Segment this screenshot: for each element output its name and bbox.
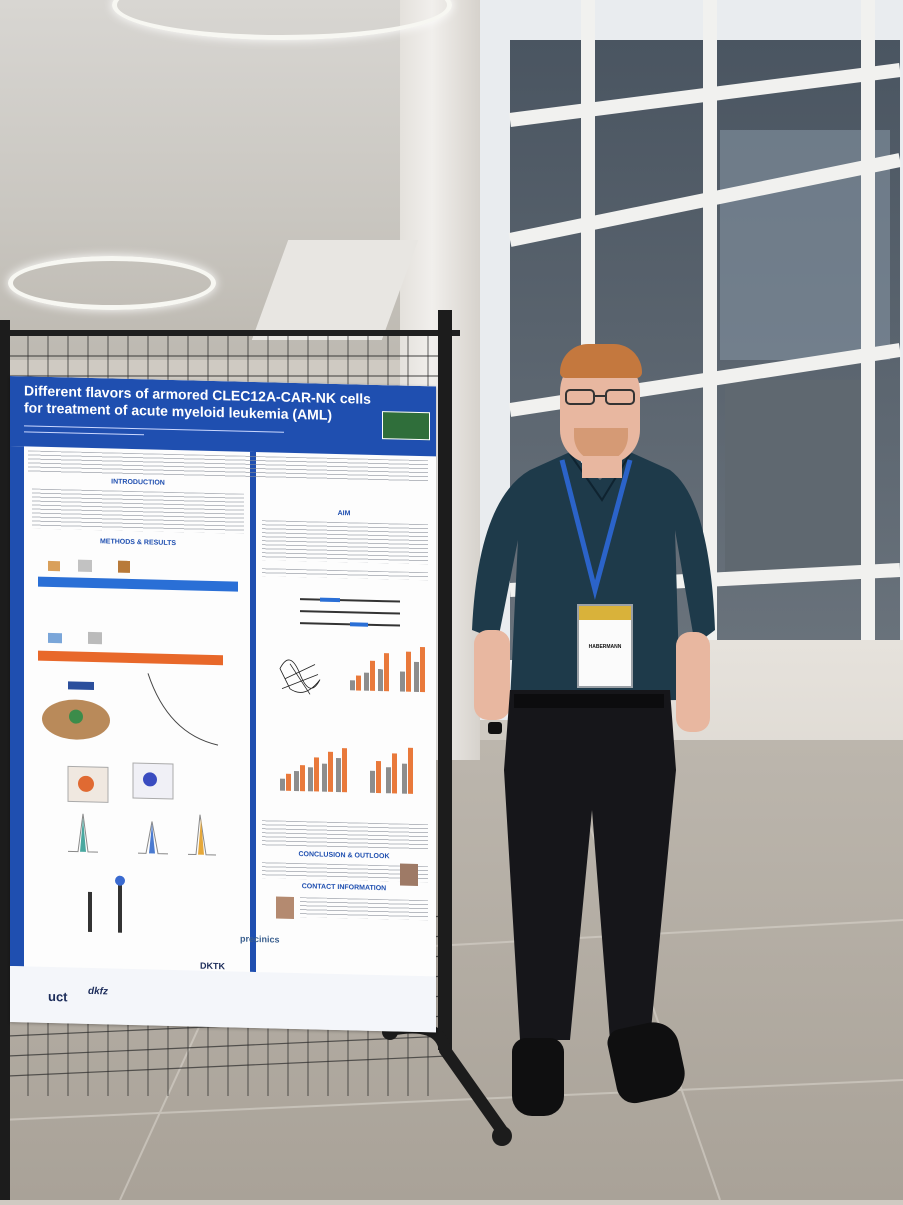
poster-side-band — [10, 446, 24, 967]
poster-footer — [10, 966, 436, 1033]
logo-uct: uct — [48, 988, 68, 1005]
stand-pole — [438, 310, 452, 1050]
logo-precinics: precinics — [240, 933, 280, 945]
section-title-methods: METHODS & RESULTS — [99, 538, 177, 548]
left-forearm — [474, 630, 510, 720]
name-badge: HABERMANN — [577, 604, 633, 688]
conference-logo — [382, 411, 430, 441]
contact-photo — [276, 896, 294, 919]
scientific-poster: Different flavors of armored CLEC12A-CAR… — [10, 376, 436, 1033]
poster-divider — [250, 451, 256, 973]
section-title-aim: AIM — [337, 510, 351, 518]
badge-name: HABERMANN — [588, 644, 622, 650]
contact-text — [300, 897, 428, 921]
right-forearm — [676, 632, 710, 732]
poster-title: Different flavors of armored CLEC12A-CAR… — [24, 382, 371, 423]
section-title-conclusion: CONCLUSION & OUTLOOK — [298, 851, 390, 861]
shirt — [472, 452, 715, 702]
results-figures — [279, 597, 425, 794]
hair — [560, 344, 642, 378]
stand-pole — [0, 320, 10, 1200]
section-title-introduction: INTRODUCTION — [111, 478, 165, 487]
aim-text — [262, 520, 428, 565]
glasses-icon — [565, 389, 635, 405]
trousers — [504, 690, 676, 1040]
logo-dkfz: dkfz — [88, 985, 108, 998]
poster-header: Different flavors of armored CLEC12A-CAR… — [10, 376, 436, 457]
logo-dktk: DKTK — [200, 960, 225, 972]
contact-photo — [400, 863, 418, 886]
watch-icon — [488, 722, 502, 734]
left-shoe — [512, 1038, 564, 1116]
neck — [582, 456, 622, 478]
badge-header — [579, 606, 631, 620]
ceiling-ring-light — [8, 256, 216, 310]
person — [470, 440, 718, 710]
introduction-text — [32, 488, 244, 534]
figure-legend-text — [262, 820, 428, 851]
methods-figures — [38, 559, 238, 933]
